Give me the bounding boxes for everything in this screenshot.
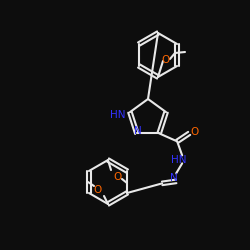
Text: O: O: [162, 55, 170, 65]
Text: O: O: [94, 185, 102, 195]
Text: O: O: [190, 127, 198, 137]
Text: HN: HN: [172, 155, 187, 165]
Text: N: N: [134, 126, 142, 136]
Text: N: N: [170, 173, 178, 183]
Text: HN: HN: [110, 110, 126, 120]
Text: O: O: [114, 172, 122, 182]
